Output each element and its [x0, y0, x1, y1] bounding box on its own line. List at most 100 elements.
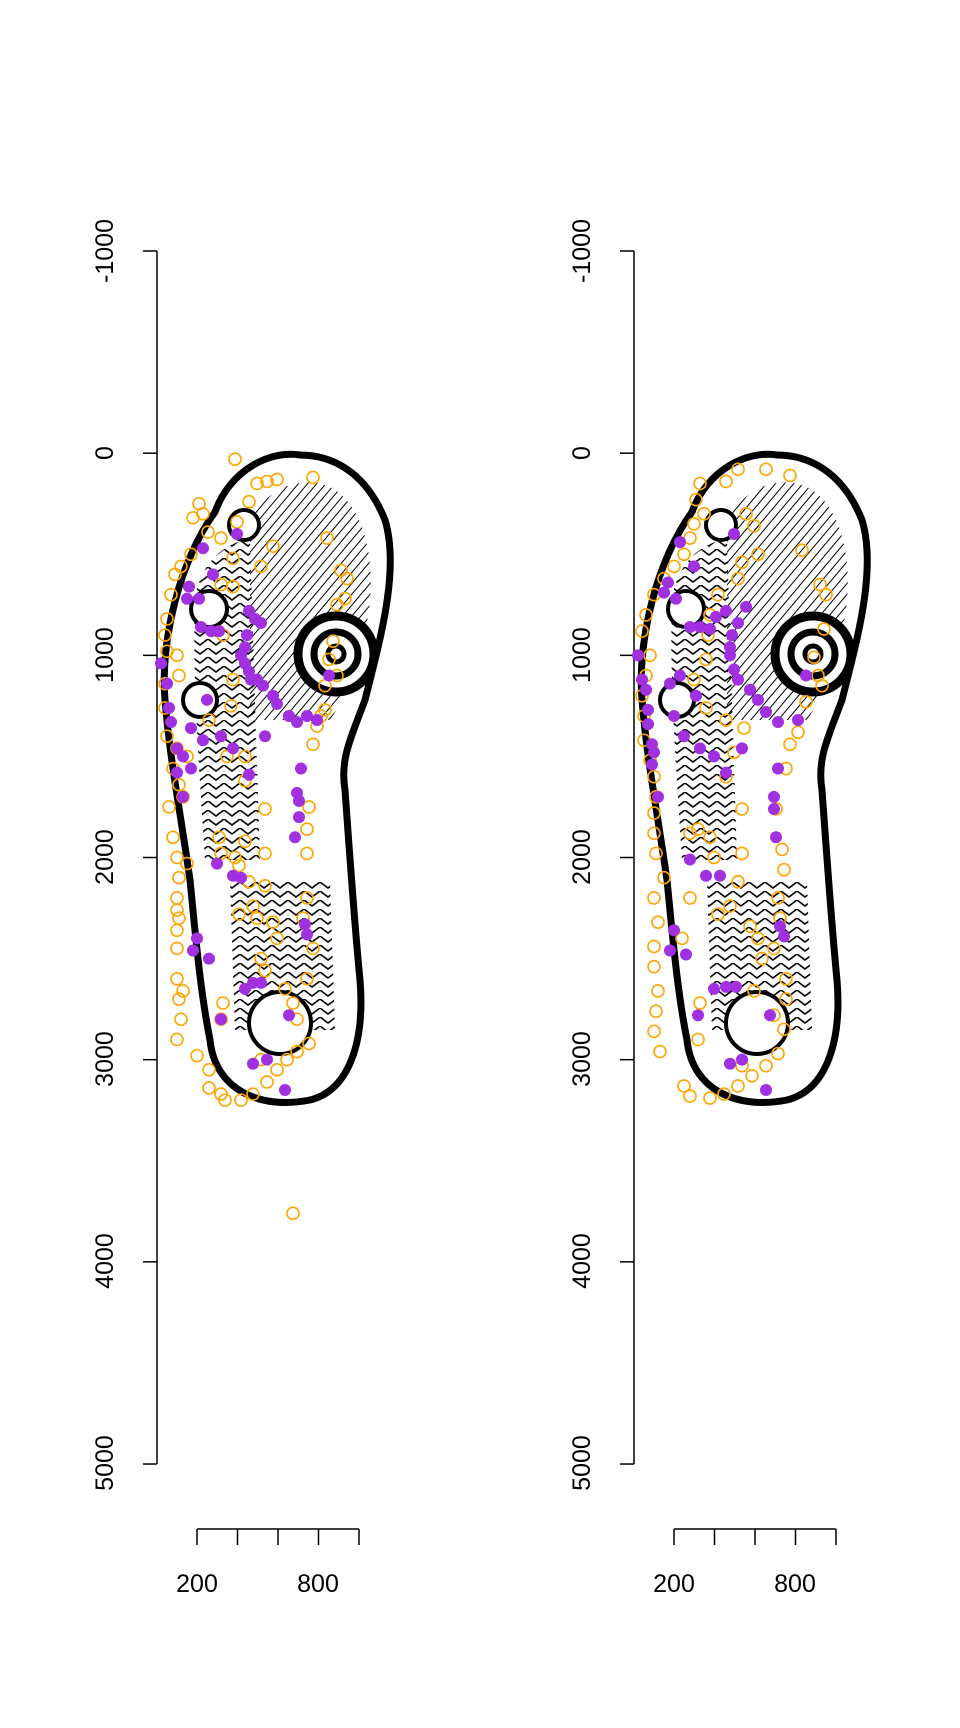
data-point-open [687, 672, 701, 687]
data-point-filled [678, 730, 690, 743]
data-point-open [745, 1069, 759, 1083]
y-tick-labels: -1000 0 1000 2000 3000 4000 5000 [91, 219, 119, 1491]
data-point-open [751, 931, 765, 946]
data-point-open [184, 547, 198, 562]
data-point-filled [710, 610, 722, 623]
data-point-filled [668, 709, 680, 722]
data-point-open [677, 547, 691, 562]
data-point-filled [736, 742, 748, 755]
data-point-open [735, 555, 749, 570]
data-point-filled [668, 924, 680, 937]
data-point-open [246, 1087, 260, 1101]
data-point-open [689, 492, 703, 507]
data-point-filled [714, 869, 726, 882]
y-tick-labels: -1000 0 1000 2000 3000 4000 5000 [568, 219, 596, 1491]
side-hole [181, 681, 219, 719]
data-point-filled [155, 657, 167, 670]
data-point-filled [752, 693, 764, 706]
data-point-filled [732, 616, 744, 629]
data-point-filled [674, 536, 686, 549]
data-point-open [226, 672, 240, 687]
data-point-open [647, 806, 661, 820]
y-tick-label: 0 [91, 446, 119, 460]
data-point-open [693, 996, 707, 1010]
data-point-filled [768, 802, 780, 815]
x-ticks [196, 1529, 360, 1545]
data-point-filled [690, 689, 702, 702]
data-point-open [302, 1036, 316, 1051]
data-point-open [168, 567, 182, 582]
data-point-filled [215, 1013, 227, 1026]
data-point-open [172, 870, 186, 885]
y-tick-label: 5000 [568, 1435, 596, 1491]
data-point-open [246, 899, 260, 913]
data-point-open [266, 915, 280, 930]
data-point-filled [295, 762, 307, 775]
data-point-filled [636, 673, 648, 686]
y-tick-label: -1000 [91, 219, 119, 283]
data-point-open [647, 891, 661, 905]
data-point-open [719, 713, 733, 727]
data-point-open [737, 721, 751, 735]
y-tick-label: 4000 [91, 1233, 119, 1289]
data-point-filled [640, 683, 652, 696]
data-point-filled [800, 669, 812, 682]
data-point-filled [271, 697, 283, 710]
data-point-open [306, 941, 320, 956]
data-point-filled [760, 705, 772, 718]
data-point-filled [708, 750, 720, 763]
data-point-open [250, 476, 264, 491]
data-point-filled [227, 742, 239, 755]
data-point-filled [632, 649, 644, 662]
pivot-ring-inner [802, 643, 824, 665]
data-point-filled [772, 716, 784, 729]
x-ticks [673, 1529, 837, 1545]
data-point-filled [652, 790, 664, 803]
data-point-open [202, 1081, 216, 1095]
data-point-open [795, 543, 809, 558]
data-point-filled [241, 629, 253, 642]
data-point-open [647, 826, 661, 841]
data-point-open [201, 525, 215, 539]
data-point-filled [231, 528, 243, 541]
data-point-open [170, 850, 184, 865]
data-point-filled [664, 944, 676, 957]
data-point-filled [760, 1084, 772, 1097]
data-point-open [258, 802, 272, 816]
data-point-open [160, 729, 174, 744]
data-point-open [170, 972, 184, 986]
data-point-filled [648, 746, 660, 759]
data-point-open [807, 650, 821, 665]
data-point-filled [772, 762, 784, 775]
data-point-open [254, 951, 268, 966]
data-point-filled [694, 621, 706, 634]
data-point-open [731, 462, 745, 477]
data-point-filled [261, 1053, 273, 1066]
data-point-filled [247, 1057, 259, 1070]
data-point-open [214, 531, 228, 545]
y-tick-label: 5000 [91, 1435, 119, 1491]
shoe-print-image [637, 450, 871, 1106]
data-point-filled [724, 649, 736, 662]
data-point-filled [187, 944, 199, 957]
data-point-filled [684, 853, 696, 866]
data-point-filled [255, 616, 267, 629]
data-point-open [777, 862, 791, 877]
data-point-open [647, 959, 661, 974]
data-point-open [162, 800, 176, 814]
data-point-filled [293, 811, 305, 824]
data-point-open [683, 891, 697, 905]
data-point-open [683, 1089, 697, 1103]
data-point-open [320, 531, 334, 545]
data-point-open [190, 1048, 204, 1063]
data-point-open [691, 822, 705, 837]
data-point-filled [193, 592, 205, 605]
data-point-filled [720, 604, 732, 617]
data-point-filled [768, 790, 780, 803]
data-point-filled [704, 623, 716, 636]
data-point-open [232, 858, 246, 873]
data-point-filled [778, 930, 790, 943]
data-point-open [300, 891, 314, 905]
data-point-filled [694, 742, 706, 755]
